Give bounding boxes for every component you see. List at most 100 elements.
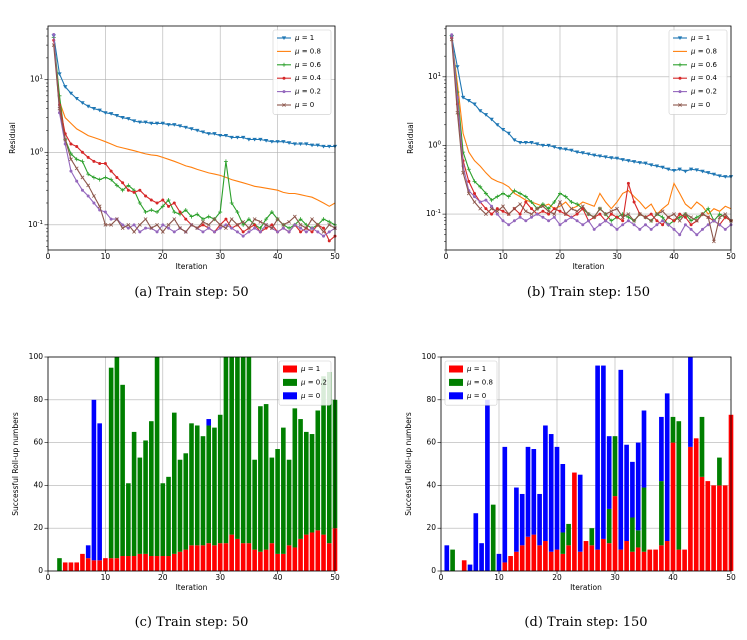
series-5-point (666, 215, 671, 220)
y-tick-label: 80 (33, 395, 43, 404)
series-0-point (189, 127, 194, 131)
bar-1 (612, 436, 618, 497)
series-3-point (184, 217, 188, 221)
series-0-point (166, 123, 171, 127)
bar-1 (246, 357, 252, 544)
series-3-point (598, 212, 602, 216)
series-4-point (144, 226, 148, 230)
legend-swatch (449, 378, 463, 386)
bar-0 (618, 549, 624, 571)
legend-swatch (283, 392, 297, 400)
series-0-point (626, 159, 631, 163)
series-4-point (92, 201, 96, 205)
series-5-point (655, 212, 659, 216)
series-0-point (321, 144, 326, 149)
series-3-point (552, 207, 556, 211)
legend-label-5: μ = 0 (294, 101, 314, 109)
series-2-point (160, 204, 165, 209)
series-3-point (490, 212, 494, 216)
bar-0 (601, 538, 606, 571)
series-5-point (660, 209, 665, 214)
x-tick-label: 10 (494, 573, 504, 582)
bar-1 (326, 371, 332, 544)
legend-label-1: μ = 0.8 (294, 47, 321, 55)
series-2-point (501, 191, 505, 196)
bar-2 (548, 434, 554, 552)
legend-marker (678, 90, 682, 94)
series-0-point (512, 138, 517, 143)
series-0-point (286, 141, 292, 145)
series-2-point (660, 215, 665, 220)
series-5-point (120, 226, 125, 231)
bar-1 (57, 558, 62, 571)
series-5-point (512, 206, 517, 211)
series-5-point (149, 226, 154, 231)
bar-0 (543, 541, 548, 571)
series-4-point (701, 227, 704, 231)
bar-0 (560, 553, 566, 571)
series-2-point (552, 200, 557, 205)
series-3-point (75, 145, 79, 149)
bar-0 (670, 442, 676, 571)
legend-marker (281, 36, 287, 40)
series-2-point (103, 175, 108, 180)
series-4-point (212, 230, 216, 234)
series-4-point (172, 230, 176, 234)
bar-1 (166, 476, 171, 557)
y-tick-label: 100 (428, 140, 442, 150)
series-4-point (276, 230, 280, 234)
series-4-point (109, 217, 113, 221)
series-4-point (235, 230, 239, 234)
y-tick-label: 20 (426, 523, 436, 532)
series-5-point (195, 226, 200, 231)
series-2-point (694, 215, 699, 220)
bar-1 (171, 412, 177, 554)
bar-0 (537, 545, 542, 571)
series-2-point (172, 210, 177, 215)
series-0-point (240, 135, 246, 140)
series-2-point (506, 194, 511, 199)
legend-label-1: μ = 0.8 (690, 47, 717, 55)
series-3-point (649, 212, 653, 216)
series-4-point (299, 226, 303, 230)
bar-0 (68, 562, 74, 571)
series-3-point (138, 188, 142, 192)
bar-0 (606, 543, 612, 571)
series-0-point (63, 85, 68, 89)
series-2-point (137, 200, 142, 205)
bar-2 (525, 446, 531, 537)
series-5-point (620, 215, 625, 220)
series-5-point (315, 222, 320, 227)
series-2-point (264, 217, 269, 222)
x-tick-label: 20 (158, 252, 168, 261)
series-2-point (74, 157, 79, 162)
bar-0 (120, 556, 125, 571)
series-0-point (200, 130, 206, 135)
series-0-point (563, 147, 568, 152)
series-3-point (678, 212, 682, 216)
series-4-point (287, 230, 291, 234)
bar-1 (676, 421, 682, 550)
series-0-point (694, 168, 699, 172)
series-4-point (218, 226, 222, 230)
series-0-point (229, 135, 234, 140)
series-5-point (626, 212, 631, 216)
bar-0 (240, 543, 246, 571)
series-5-point (189, 222, 194, 227)
bar-2 (595, 365, 600, 550)
series-0-point (723, 175, 728, 179)
series-5-point (241, 219, 246, 224)
bar-0 (252, 549, 257, 571)
series-0-point (252, 137, 257, 142)
legend-marker (282, 62, 286, 67)
bar-2 (630, 461, 635, 518)
bar-1 (635, 530, 641, 548)
series-2-point (258, 226, 263, 231)
series-5-point (69, 157, 73, 162)
series-0-point (218, 133, 223, 138)
series-0-point (546, 143, 551, 148)
bar-1 (321, 376, 326, 535)
bar-1 (160, 483, 166, 557)
series-4-point (564, 219, 568, 223)
bar-0 (206, 543, 212, 571)
